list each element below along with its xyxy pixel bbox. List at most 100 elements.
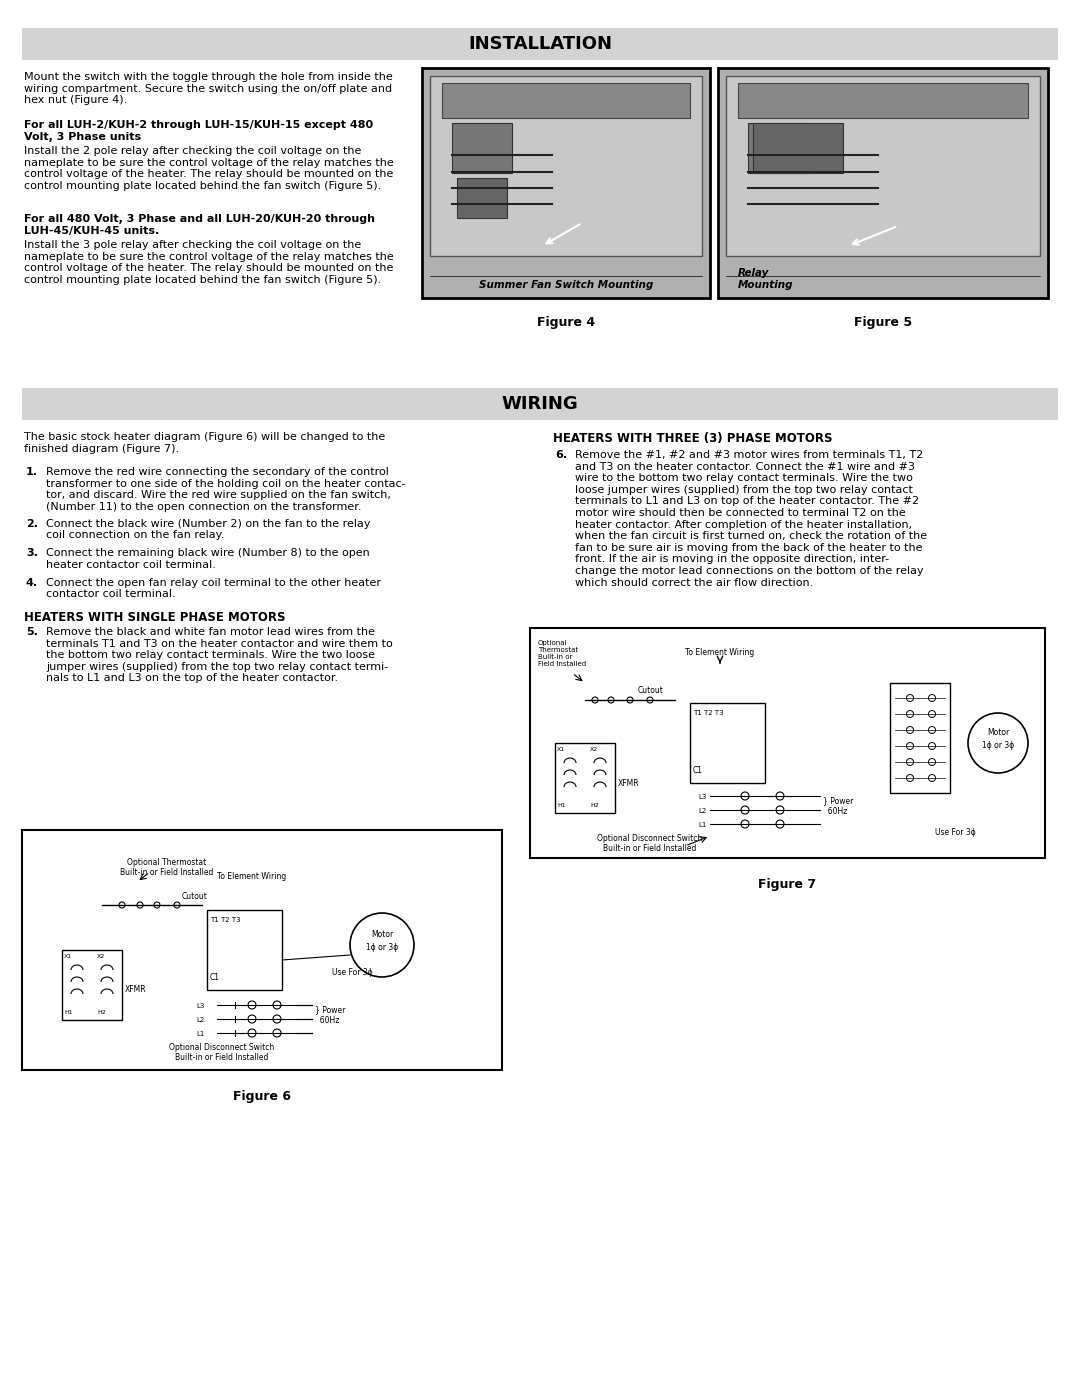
Circle shape [929,694,935,701]
Text: Motor: Motor [370,930,393,939]
Circle shape [929,726,935,733]
Bar [22,28,1058,60]
Text: } Power
  60Hz: } Power 60Hz [315,1006,346,1025]
Text: Remove the red wire connecting the secondary of the control
transformer to one s: Remove the red wire connecting the secon… [46,467,406,511]
Circle shape [350,914,414,977]
Text: Connect the black wire (Number 2) on the fan to the relay
coil connection on the: Connect the black wire (Number 2) on the… [46,518,370,541]
Circle shape [174,902,180,908]
Text: H2: H2 [590,803,598,807]
Text: Mount the switch with the toggle through the hole from inside the
wiring compart: Mount the switch with the toggle through… [24,73,393,105]
Circle shape [906,726,914,733]
Text: 5.: 5. [26,627,38,637]
Text: 6.: 6. [555,450,567,460]
Circle shape [741,806,750,814]
Text: H2: H2 [97,1010,106,1016]
Text: To Element Wiring: To Element Wiring [217,872,286,882]
Text: Optional Disconnect Switch
Built-in or Field Installed: Optional Disconnect Switch Built-in or F… [597,834,703,854]
Text: T1 T2 T3: T1 T2 T3 [693,710,724,717]
Bar [62,950,122,1020]
Circle shape [273,1002,281,1009]
Text: WIRING: WIRING [501,395,579,414]
Circle shape [906,774,914,781]
Text: L1: L1 [197,1031,205,1037]
Text: L1: L1 [699,821,707,828]
Circle shape [929,759,935,766]
Circle shape [647,697,653,703]
Bar [453,123,512,173]
Bar [690,703,765,782]
Circle shape [248,1002,256,1009]
Text: Install the 3 pole relay after checking the coil voltage on the
nameplate to be : Install the 3 pole relay after checking … [24,240,394,285]
Text: Summer Fan Switch Mounting: Summer Fan Switch Mounting [478,279,653,291]
Bar [207,909,282,990]
Text: Remove the #1, #2 and #3 motor wires from terminals T1, T2
and T3 on the heater : Remove the #1, #2 and #3 motor wires fro… [575,450,927,588]
Bar [422,68,710,298]
Text: H1: H1 [557,803,566,807]
Text: T1 T2 T3: T1 T2 T3 [210,916,241,923]
Text: Use For 3ϕ: Use For 3ϕ [935,828,975,837]
Circle shape [741,792,750,800]
Bar [738,82,1028,117]
Text: Connect the open fan relay coil terminal to the other heater
contactor coil term: Connect the open fan relay coil terminal… [46,577,381,599]
Bar [22,388,1058,420]
Circle shape [137,902,143,908]
Bar [430,75,702,256]
Circle shape [627,697,633,703]
Text: INSTALLATION: INSTALLATION [468,35,612,53]
Bar [530,629,1045,858]
Circle shape [906,711,914,718]
Text: 1.: 1. [26,467,38,476]
Text: Optional Disconnect Switch
Built-in or Field Installed: Optional Disconnect Switch Built-in or F… [170,1042,274,1062]
Text: L3: L3 [699,793,707,800]
Circle shape [929,711,935,718]
Bar [890,683,950,793]
Bar [753,123,843,173]
Text: X1: X1 [64,954,72,958]
Text: L2: L2 [197,1017,205,1023]
Text: L3: L3 [197,1003,205,1009]
Text: } Power
  60Hz: } Power 60Hz [823,796,853,816]
Text: Use For 3ϕ: Use For 3ϕ [332,968,373,977]
Circle shape [777,820,784,828]
Bar [726,75,1040,256]
Text: L2: L2 [699,807,707,814]
Bar [442,82,690,117]
Text: Cutout: Cutout [183,893,207,901]
Text: 4.: 4. [26,577,38,588]
Text: Figure 6: Figure 6 [233,1090,291,1104]
Text: Cutout: Cutout [638,686,664,694]
Bar [555,743,615,813]
Text: Optional Thermostat
Built-in or Field Installed: Optional Thermostat Built-in or Field In… [120,858,214,877]
Bar [748,123,808,173]
Circle shape [248,1016,256,1023]
Circle shape [906,759,914,766]
Circle shape [154,902,160,908]
Text: X2: X2 [97,954,105,958]
Text: 3.: 3. [26,548,38,559]
Text: H1: H1 [64,1010,72,1016]
Circle shape [592,697,598,703]
Text: X1: X1 [557,747,565,752]
Text: Connect the remaining black wire (Number 8) to the open
heater contactor coil te: Connect the remaining black wire (Number… [46,548,369,570]
Text: Relay
Mounting: Relay Mounting [738,268,794,291]
Text: C1: C1 [210,972,220,982]
Text: Figure 4: Figure 4 [537,316,595,330]
Circle shape [906,742,914,750]
Circle shape [968,712,1028,773]
Text: Figure 7: Figure 7 [758,877,816,891]
Bar [457,177,507,218]
Circle shape [741,820,750,828]
Text: The basic stock heater diagram (Figure 6) will be changed to the
finished diagra: The basic stock heater diagram (Figure 6… [24,432,386,454]
Text: HEATERS WITH SINGLE PHASE MOTORS: HEATERS WITH SINGLE PHASE MOTORS [24,610,285,624]
Circle shape [273,1030,281,1037]
Text: XFMR: XFMR [618,778,639,788]
Text: XFMR: XFMR [125,985,147,995]
Text: Remove the black and white fan motor lead wires from the
terminals T1 and T3 on : Remove the black and white fan motor lea… [46,627,393,683]
Text: To Element Wiring: To Element Wiring [686,648,755,657]
Circle shape [273,1016,281,1023]
Circle shape [248,1030,256,1037]
Text: 1ϕ or 3ϕ: 1ϕ or 3ϕ [982,740,1014,750]
Text: Install the 2 pole relay after checking the coil voltage on the
nameplate to be : Install the 2 pole relay after checking … [24,147,394,191]
Text: For all LUH-2/KUH-2 through LUH-15/KUH-15 except 480
Volt, 3 Phase units: For all LUH-2/KUH-2 through LUH-15/KUH-1… [24,120,373,141]
Circle shape [929,774,935,781]
